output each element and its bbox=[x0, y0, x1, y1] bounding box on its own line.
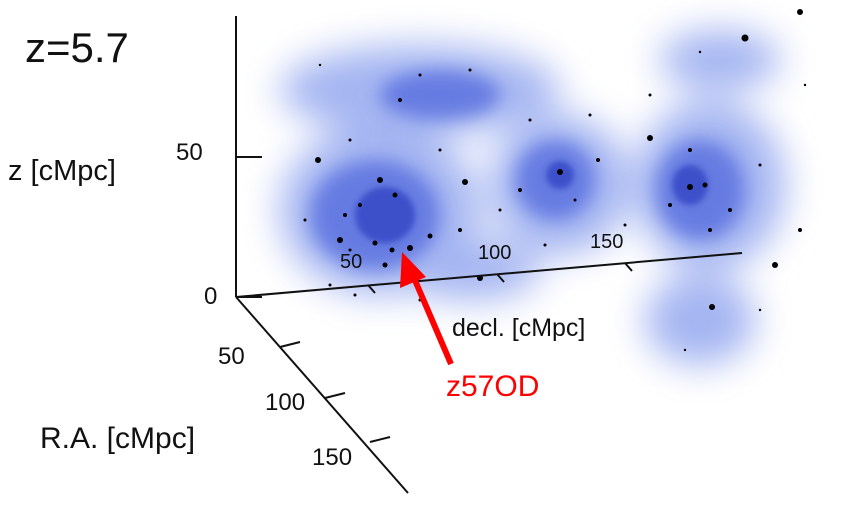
decl-axis-label: decl. [cMpc] bbox=[452, 314, 585, 342]
decl-tick-label-150: 150 bbox=[590, 231, 623, 253]
decl-tick-label-100: 100 bbox=[478, 242, 511, 264]
galaxy-point bbox=[596, 158, 600, 162]
decl-tick-label-50: 50 bbox=[340, 251, 362, 273]
galaxy-point bbox=[348, 248, 352, 252]
galaxy-point bbox=[337, 237, 343, 243]
galaxy-point bbox=[557, 169, 563, 175]
ra-tick-100 bbox=[324, 392, 346, 399]
galaxy-point bbox=[528, 118, 532, 122]
galaxy-point bbox=[573, 198, 577, 202]
galaxy-point bbox=[688, 148, 692, 152]
galaxy-point bbox=[382, 262, 388, 268]
galaxy-point bbox=[353, 293, 357, 297]
galaxy-point bbox=[398, 98, 402, 102]
galaxy-point bbox=[797, 9, 803, 15]
galaxy-point bbox=[728, 208, 732, 212]
galaxy-point bbox=[438, 148, 442, 152]
galaxy-point bbox=[389, 247, 395, 253]
galaxy-point bbox=[407, 245, 413, 251]
chart-title: z=5.7 bbox=[25, 24, 129, 71]
galaxy-point bbox=[303, 218, 307, 222]
galaxy-point bbox=[418, 73, 422, 77]
galaxy-point bbox=[588, 113, 592, 117]
galaxy-point bbox=[708, 228, 712, 232]
galaxy-point bbox=[623, 223, 627, 227]
ra-axis-label: R.A. [cMpc] bbox=[40, 422, 195, 455]
ra-tick-150 bbox=[369, 436, 391, 443]
decl-tick-100 bbox=[496, 273, 505, 283]
galaxy-point bbox=[348, 138, 352, 142]
galaxy-point bbox=[702, 182, 708, 188]
galaxy-point bbox=[518, 188, 522, 192]
annotation-label: z57OD bbox=[446, 370, 539, 403]
galaxy-point bbox=[683, 348, 687, 352]
galaxy-point bbox=[648, 93, 652, 97]
galaxy-point bbox=[668, 203, 672, 207]
galaxy-point bbox=[458, 228, 462, 232]
galaxy-point bbox=[698, 50, 702, 54]
decl-tick-50 bbox=[367, 284, 376, 294]
galaxy-point bbox=[803, 83, 807, 87]
z-tick-label-0: 0 bbox=[204, 283, 217, 310]
galaxy-point bbox=[328, 283, 332, 287]
galaxy-point bbox=[772, 262, 778, 268]
galaxy-point bbox=[315, 157, 321, 163]
galaxy-point bbox=[318, 63, 322, 67]
ra-axis-line bbox=[235, 296, 409, 494]
ra-tick-label-100: 100 bbox=[265, 389, 305, 416]
decl-axis-line bbox=[235, 252, 743, 298]
galaxy-point bbox=[798, 228, 802, 232]
ticks bbox=[236, 156, 633, 443]
galaxy-point bbox=[468, 68, 472, 72]
galaxy-point bbox=[372, 240, 378, 246]
galaxy-point bbox=[758, 308, 762, 312]
ra-tick-50 bbox=[279, 341, 301, 348]
z-axis-label: z [cMpc] bbox=[8, 155, 116, 187]
galaxy-point bbox=[687, 184, 693, 190]
ra-tick-label-150: 150 bbox=[312, 444, 352, 471]
galaxy-point bbox=[741, 34, 749, 42]
galaxy-point bbox=[462, 179, 468, 185]
galaxy-points bbox=[303, 9, 807, 352]
galaxy-point bbox=[498, 208, 502, 212]
galaxy-point bbox=[709, 304, 715, 310]
ra-tick-label-50: 50 bbox=[218, 343, 245, 370]
galaxy-point bbox=[758, 163, 762, 167]
decl-tick-150 bbox=[624, 262, 633, 272]
galaxy-point bbox=[647, 135, 653, 141]
galaxy-point bbox=[358, 203, 362, 207]
galaxy-point bbox=[427, 233, 433, 239]
z-tick-label-50: 50 bbox=[176, 139, 203, 166]
galaxy-point bbox=[343, 213, 347, 217]
galaxy-point bbox=[392, 192, 398, 198]
galaxy-point bbox=[543, 243, 547, 247]
annotation-arrow bbox=[400, 252, 454, 366]
density-clouds bbox=[280, 30, 785, 365]
galaxy-point bbox=[377, 177, 383, 183]
